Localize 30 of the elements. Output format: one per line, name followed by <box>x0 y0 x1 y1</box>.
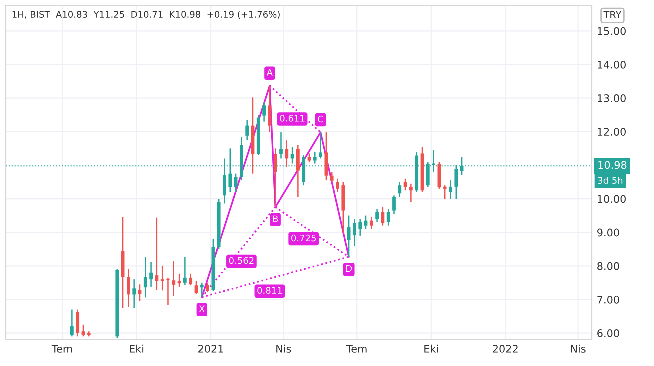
annotation: A <box>266 69 273 76</box>
text: 1H, BIST A10.83 Y11.25 D10.71 K10.98 +0.19 (+1.76%) <box>12 11 280 20</box>
annotation: X <box>199 306 205 312</box>
x-tick-label: Eki <box>130 344 144 353</box>
y-tick-label: 12.00 <box>598 128 626 136</box>
annotation: 0.725 <box>292 234 316 242</box>
annotation: C <box>318 116 324 123</box>
x-tick-label: Tem <box>346 345 367 353</box>
y-tick-label: 8.00 <box>598 262 620 270</box>
x-tick-label: 2022 <box>493 345 518 353</box>
y-tick-label: 10.00 <box>598 195 626 204</box>
x-tick-label: Nis <box>571 344 586 353</box>
y-tick-label: 7.00 <box>598 296 620 304</box>
annotation: 0.611 <box>280 114 305 122</box>
y-tick-label: 14.00 <box>598 60 626 69</box>
x-tick-label: Eki <box>424 344 438 353</box>
ref-line-label: 10.98 <box>598 161 627 170</box>
y-tick-label: 9.00 <box>598 228 620 237</box>
x-tick-label: Tem <box>52 345 72 353</box>
y-tick-label: 6.00 <box>598 330 620 338</box>
annotation: D <box>346 265 352 272</box>
annotation: 0.811 <box>258 287 282 294</box>
x-tick-label: 2021 <box>198 345 224 353</box>
text: 3d 5h <box>598 177 623 184</box>
annotation: 0.562 <box>229 257 254 264</box>
text: TRY <box>604 11 622 18</box>
y-tick-label: 13.00 <box>598 94 626 102</box>
x-tick-label: Nis <box>276 344 292 353</box>
y-tick-label: 15.00 <box>598 27 626 36</box>
annotation: B <box>273 216 278 222</box>
